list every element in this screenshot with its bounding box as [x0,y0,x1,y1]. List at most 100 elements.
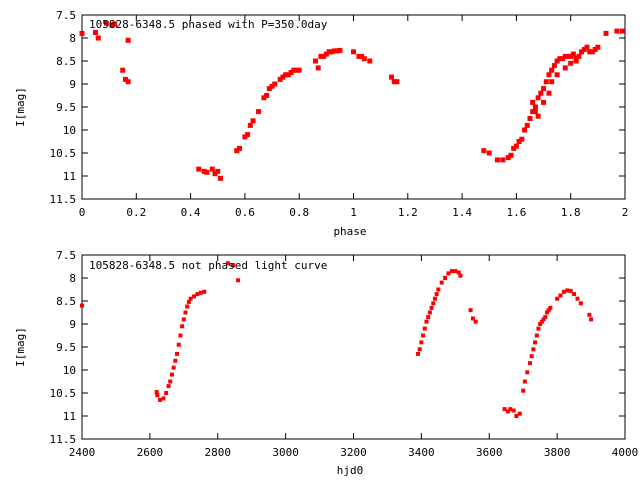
data-point [546,72,552,78]
x-tick-label: 1.8 [561,206,581,219]
data-point [334,48,340,54]
data-point [269,83,275,89]
data-point [539,319,544,324]
data-point [175,351,180,356]
data-point [546,90,552,96]
data-point [225,261,230,266]
data-point [161,396,166,401]
x-tick-label: 2600 [137,446,164,459]
data-point [429,305,434,310]
data-point [231,263,236,268]
data-point [562,53,568,59]
data-point [449,269,454,274]
data-point [154,390,159,395]
x-tick-label: 2 [622,206,629,219]
data-point [534,333,539,338]
data-point [188,296,193,301]
data-point [589,317,594,322]
data-point [525,370,530,375]
data-point [419,340,424,345]
x-ticks: 0 0.2 0.4 0.6 0.8 1 1.2 1.4 1.6 1.8 2 [79,15,629,219]
data-point [112,21,118,27]
data-point [201,168,207,174]
data-point [245,132,251,138]
x-tick-label: 1.2 [398,206,418,219]
data-point [584,44,590,50]
data-point [486,150,492,156]
data-point [356,53,362,59]
data-point [519,136,525,142]
y-tick-label: 9.5 [56,341,76,354]
data-point [125,79,131,85]
data-point [453,269,458,274]
data-point [531,347,536,352]
x-axis-label: phase [333,225,366,238]
data-point [546,308,551,313]
data-point [579,49,585,55]
data-point [533,340,538,345]
data-point [285,72,291,78]
data-point [511,145,517,151]
data-point [555,296,560,301]
data-point [272,81,278,87]
data-point [178,333,183,338]
data-point [109,22,115,28]
data-point [578,301,583,306]
data-point [288,70,294,75]
data-point [532,109,538,115]
data-point [361,56,367,62]
data-point [505,409,510,414]
data-point [337,47,343,53]
data-point [587,49,593,55]
data-point [168,379,173,384]
x-ticks: 2400 2600 2800 3000 3200 3400 3600 3800 4000 [69,255,638,459]
y-tick-label: 8 [69,32,76,45]
y-tick-label: 9 [69,318,76,331]
data-point [513,143,519,149]
data-point [473,319,478,324]
data-point [266,86,272,92]
x-tick-label: 0.8 [289,206,309,219]
data-point [264,93,270,98]
data-point [522,379,527,384]
data-point [562,65,568,71]
data-point [426,315,431,320]
x-tick-label: 3800 [544,446,571,459]
data-point [291,67,297,73]
data-point [524,122,530,128]
y-ticks: 7.5 8 8.5 9 9.5 10 10.5 11 11.5 [50,249,625,446]
data-point [541,317,546,322]
data-point [367,58,373,64]
x-tick-label: 0.4 [181,206,201,219]
data-point [166,384,171,389]
phased-light-curve-panel: 7.5 8 8.5 9 9.5 10 10.5 11 11.5 0 0.2 0.4 0.6 0.8 1 1.… [14,9,628,238]
data-point [587,312,592,317]
data-point [280,74,286,80]
data-point [439,280,444,285]
data-point [215,168,221,174]
data-point [558,293,563,298]
data-point [155,393,160,398]
data-point [318,53,324,59]
data-point [568,53,574,59]
data-point [180,324,185,329]
data-point [614,28,620,34]
y-ticks: 7.5 8 8.5 9 9.5 10 10.5 11 11.5 [50,9,625,206]
data-point [619,28,625,34]
data-point [522,127,528,133]
data-point [538,90,544,96]
data-point [554,72,560,78]
data-point [209,166,215,172]
data-point [446,271,451,276]
data-point [186,299,191,304]
data-points [79,20,625,181]
data-point [511,408,516,413]
data-point [592,47,598,52]
data-point [432,296,437,301]
data-point [196,166,202,172]
data-point [527,361,532,366]
data-point [514,414,519,418]
y-tick-label: 8 [69,272,76,285]
y-tick-label: 8.5 [56,55,76,68]
